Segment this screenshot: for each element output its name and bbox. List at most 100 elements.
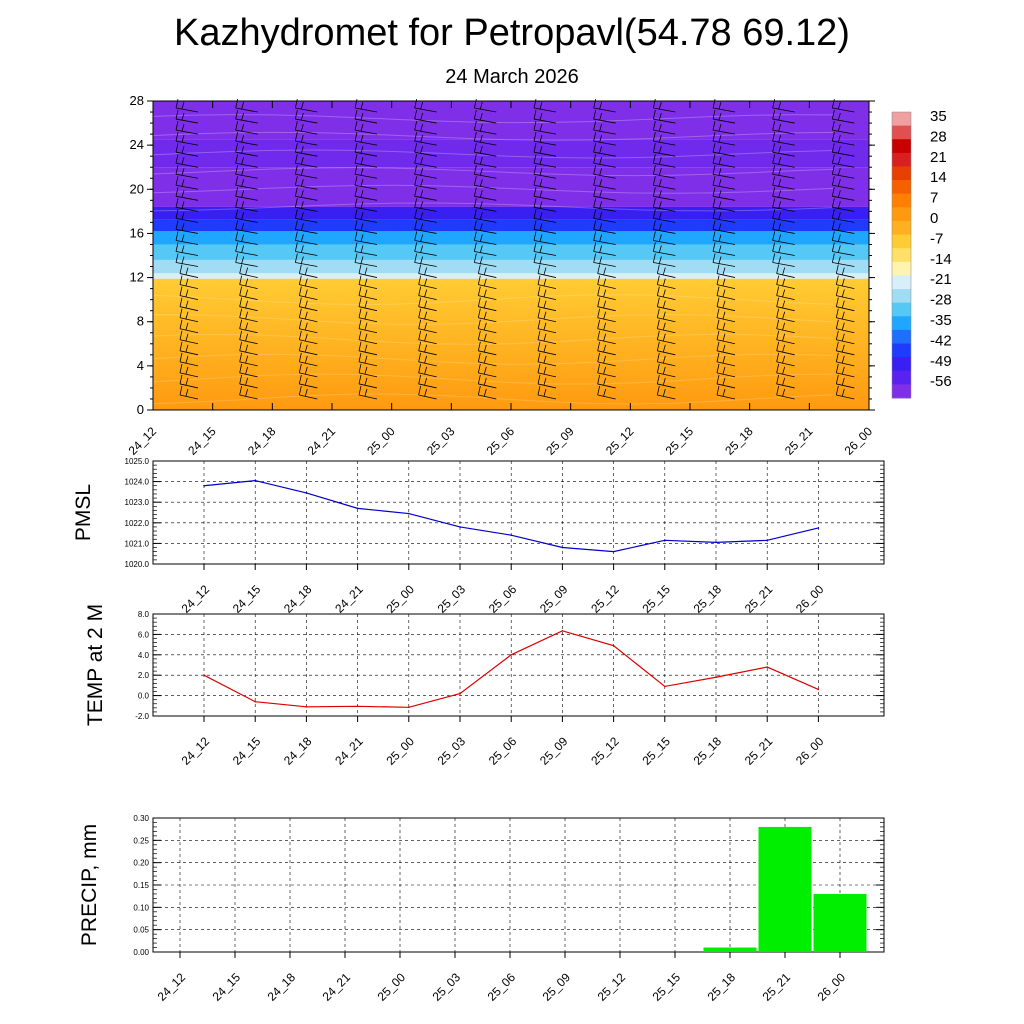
chart-title: Kazhydromet for Petropavl(54.78 69.12) bbox=[174, 12, 850, 54]
x-tick-label: 24_21 bbox=[332, 734, 366, 768]
wind-barb bbox=[175, 253, 199, 267]
pmsl-point bbox=[715, 541, 717, 544]
wind-barb bbox=[298, 275, 318, 289]
wind-barb bbox=[239, 352, 258, 367]
wind-barb bbox=[776, 385, 795, 400]
wind-barb bbox=[712, 165, 736, 179]
wind-barb bbox=[175, 165, 199, 179]
wind-barb bbox=[593, 109, 616, 124]
contour-line bbox=[152, 353, 834, 365]
wind-barb bbox=[175, 176, 199, 190]
colorbar-label: 28 bbox=[930, 128, 947, 145]
wind-barb bbox=[175, 187, 199, 201]
wind-barb bbox=[239, 341, 258, 356]
x-tick-label: 26_00 bbox=[793, 582, 827, 616]
y-tick-label: -2.0 bbox=[135, 712, 149, 721]
wind-barb bbox=[593, 220, 616, 234]
pmsl-point bbox=[766, 539, 768, 542]
wind-barb bbox=[831, 220, 855, 234]
wind-barb bbox=[835, 341, 855, 356]
heatmap-band bbox=[153, 139, 869, 168]
wind-barb bbox=[533, 154, 557, 168]
wind-barb bbox=[716, 352, 736, 367]
wind-barb bbox=[533, 109, 557, 124]
y-tick-label: 0.30 bbox=[133, 814, 149, 823]
wind-barb bbox=[537, 385, 557, 400]
x-tick-label: 25_03 bbox=[435, 734, 469, 768]
temp-point bbox=[766, 666, 768, 668]
wind-barb bbox=[537, 308, 557, 323]
y-tick-label: 8 bbox=[137, 314, 144, 329]
temp-point bbox=[612, 644, 615, 647]
x-tick-label: 25_21 bbox=[782, 424, 816, 458]
y-tick-label: 0.10 bbox=[133, 903, 149, 912]
wind-barb bbox=[298, 374, 318, 389]
wind-barb bbox=[533, 121, 557, 135]
wind-barb bbox=[533, 143, 557, 157]
x-tick-label: 26_00 bbox=[842, 424, 876, 458]
wind-barb bbox=[354, 220, 378, 234]
heatmap-band bbox=[153, 278, 869, 410]
colorbar-swatch bbox=[892, 370, 911, 385]
wind-barb bbox=[235, 154, 258, 168]
colorbar-swatch bbox=[892, 139, 911, 154]
x-tick-label: 25_03 bbox=[424, 424, 458, 458]
colorbar-frame bbox=[891, 111, 912, 399]
colorbar-swatch bbox=[892, 316, 911, 331]
wind-barb bbox=[652, 187, 676, 201]
wind-barb bbox=[294, 165, 318, 179]
wind-barb bbox=[835, 275, 855, 289]
y-tick-label: 4 bbox=[137, 358, 144, 373]
wind-barb bbox=[831, 187, 855, 201]
wind-barb bbox=[772, 132, 795, 146]
wind-barb bbox=[294, 253, 318, 267]
wind-barb bbox=[414, 253, 437, 267]
wind-barb bbox=[418, 341, 437, 356]
heatmap-band bbox=[153, 273, 869, 279]
wind-barb bbox=[298, 363, 318, 378]
wind-barb bbox=[354, 187, 378, 201]
wind-barb bbox=[656, 275, 676, 289]
wind-barb bbox=[652, 176, 676, 190]
y-axis-label: PMSL bbox=[72, 484, 95, 541]
wind-barb bbox=[776, 374, 795, 389]
pmsl-point bbox=[203, 484, 205, 487]
wind-barb bbox=[298, 264, 318, 278]
pmsl-point bbox=[817, 527, 820, 529]
y-tick-label: 0.0 bbox=[138, 692, 150, 701]
wind-barb bbox=[656, 341, 676, 356]
y-tick-label: 4.0 bbox=[138, 651, 150, 660]
wind-barb bbox=[294, 132, 318, 146]
wind-barb bbox=[776, 330, 795, 345]
x-tick-label: 25_12 bbox=[595, 970, 629, 1004]
wind-barb bbox=[597, 330, 616, 345]
x-tick-label: 25_03 bbox=[430, 970, 464, 1004]
colorbar-swatch bbox=[892, 357, 911, 372]
wind-barb bbox=[772, 176, 795, 190]
wind-barb bbox=[835, 286, 855, 301]
wind-barb bbox=[175, 198, 199, 212]
wind-barb bbox=[537, 297, 557, 312]
wind-barb bbox=[473, 220, 497, 234]
wind-barb bbox=[597, 385, 616, 400]
wind-barb bbox=[179, 330, 199, 345]
colorbar-label: -28 bbox=[930, 292, 952, 309]
wind-barb bbox=[298, 341, 318, 356]
wind-barb bbox=[294, 231, 318, 245]
wind-barb bbox=[418, 374, 437, 389]
wind-barb bbox=[652, 220, 676, 234]
wind-barb bbox=[831, 242, 855, 256]
wind-barb bbox=[835, 330, 855, 345]
colorbar-swatch bbox=[892, 125, 911, 140]
colorbar-label: -42 bbox=[930, 332, 952, 349]
wind-barb bbox=[354, 121, 378, 135]
wind-barb bbox=[772, 209, 795, 223]
wind-barb bbox=[831, 143, 855, 157]
colorbar-swatch bbox=[892, 180, 911, 195]
wind-barb bbox=[656, 308, 676, 323]
contour-line bbox=[152, 294, 834, 306]
wind-barb bbox=[477, 286, 497, 301]
wind-barb bbox=[652, 143, 676, 157]
pmsl-point bbox=[254, 479, 256, 482]
